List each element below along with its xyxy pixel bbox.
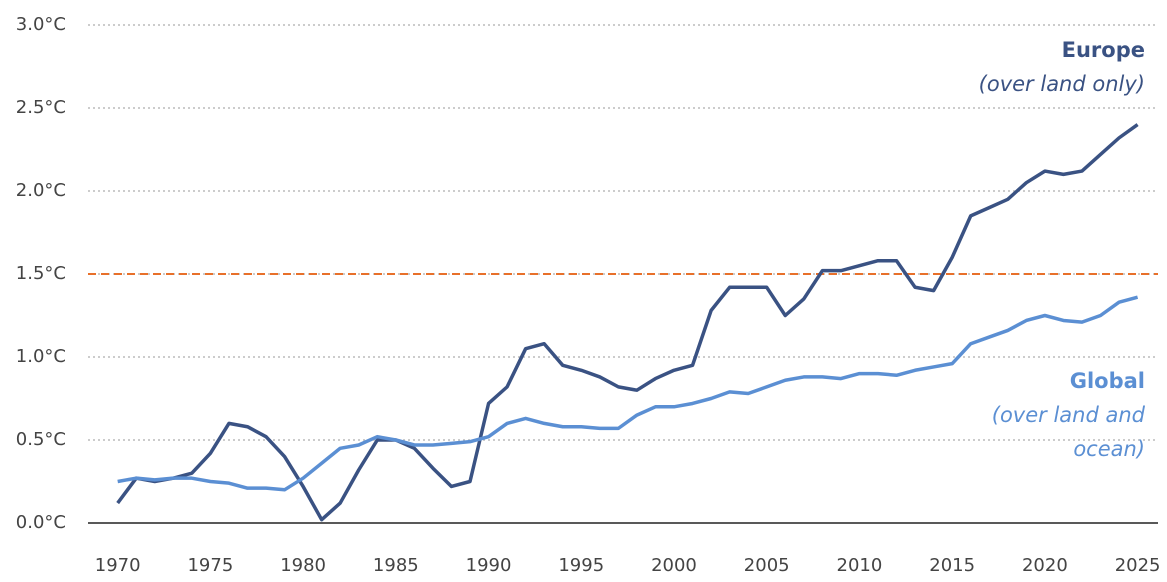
x-tick-label: 2000 xyxy=(651,555,697,576)
series-line xyxy=(116,123,1139,522)
y-tick-label: 0.5°C xyxy=(16,429,66,450)
x-tick-label: 2015 xyxy=(929,555,975,576)
x-tick-label: 1985 xyxy=(373,555,419,576)
series-note: ocean) xyxy=(1073,437,1145,461)
x-tick-label: 2005 xyxy=(744,555,790,576)
x-tick-label: 2010 xyxy=(837,555,883,576)
series-line xyxy=(117,295,1139,492)
x-tick-label: 1995 xyxy=(558,555,604,576)
x-tick-label: 2025 xyxy=(1115,555,1161,576)
y-tick-label: 1.0°C xyxy=(16,346,66,367)
y-tick-label: 2.5°C xyxy=(16,97,66,118)
x-tick-label: 1975 xyxy=(187,555,233,576)
series-label: Global xyxy=(1070,369,1145,393)
y-tick-label: 0.0°C xyxy=(16,512,66,533)
x-tick-label: 1980 xyxy=(280,555,326,576)
series-note: (over land only) xyxy=(979,72,1145,96)
x-tick-label: 2020 xyxy=(1022,555,1068,576)
y-tick-label: 3.0°C xyxy=(16,14,66,35)
x-tick-label: 1990 xyxy=(466,555,512,576)
series-label: Europe xyxy=(1062,38,1145,62)
series-note: (over land and xyxy=(992,403,1146,427)
x-tick-label: 1970 xyxy=(95,555,141,576)
y-tick-label: 1.5°C xyxy=(16,263,66,284)
y-tick-label: 2.0°C xyxy=(16,180,66,201)
